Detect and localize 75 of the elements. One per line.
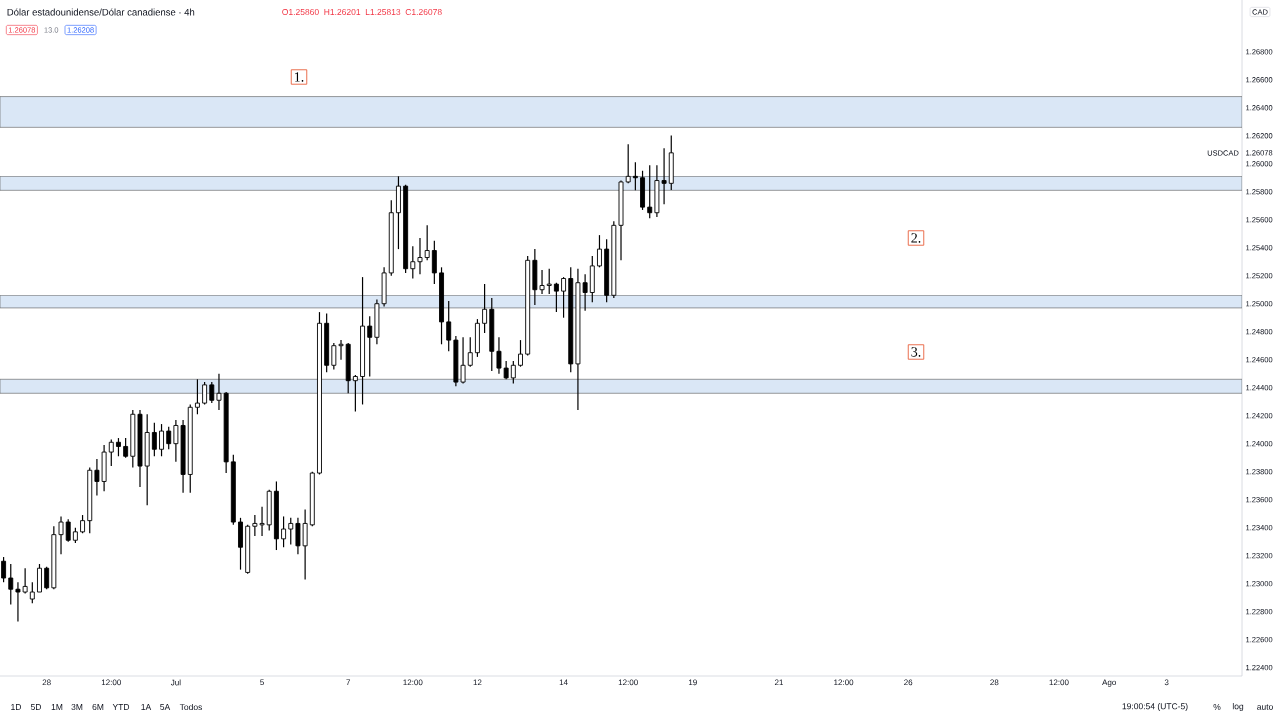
x-tick-label: 12:00 <box>618 679 638 686</box>
text: % <box>1213 704 1221 710</box>
candlestick <box>553 282 559 313</box>
text: 3M <box>71 703 83 710</box>
candlestick <box>424 224 430 261</box>
x-tick-label: 12:00 <box>101 679 121 686</box>
annotation: L1.25813 <box>365 8 401 15</box>
annotation: 2. <box>911 233 921 243</box>
text: 5A <box>160 704 171 710</box>
annotation: 3. <box>911 347 921 357</box>
text: 19:00:54 (UTC-5) <box>1122 703 1188 711</box>
candlestick <box>80 514 86 534</box>
text: log <box>1232 703 1244 711</box>
text: 6M <box>92 703 104 710</box>
candlestick <box>288 517 294 546</box>
x-tick-label: 14 <box>559 679 568 686</box>
candlestick <box>482 283 488 334</box>
candlestick <box>338 339 344 361</box>
x-tick-label: 26 <box>904 679 913 686</box>
x-tick-label: 12:00 <box>834 679 854 686</box>
annotation: O1.25860 <box>282 8 319 15</box>
candlestick <box>367 315 373 378</box>
candlestick <box>331 342 337 371</box>
annotation: C1.26078 <box>405 8 442 15</box>
x-tick-label: 12:00 <box>1049 679 1069 686</box>
candlestick <box>467 336 473 368</box>
x-tick-label: 28 <box>42 679 51 686</box>
candlestick <box>625 143 631 184</box>
candlestick <box>518 339 523 368</box>
candlestick <box>561 276 567 319</box>
candlestick <box>108 438 114 467</box>
candlestick <box>194 378 200 415</box>
candlestick <box>29 581 35 604</box>
candlestick <box>37 563 42 593</box>
candlestick <box>151 422 157 457</box>
candlestick <box>44 566 50 590</box>
text: 1D <box>11 704 22 710</box>
text: auto <box>1257 704 1273 710</box>
candlestick <box>1 556 7 583</box>
candlestick <box>410 245 416 280</box>
text: 5D <box>30 704 42 710</box>
text: Dólar estadounidense/Dólar canadiense · 4h <box>7 8 195 16</box>
text: 1M <box>51 704 63 710</box>
candlestick <box>159 423 164 457</box>
candlestick <box>647 164 653 219</box>
candlestick <box>116 437 121 457</box>
candlestick <box>123 437 129 459</box>
annotation: 1. <box>294 72 304 82</box>
x-tick-label: 3 <box>1164 679 1169 686</box>
candlestick <box>431 240 437 285</box>
candlestick <box>632 161 638 191</box>
annotation: H1.26201 <box>324 8 361 15</box>
candlestick <box>352 374 358 413</box>
text: 1A <box>141 704 152 710</box>
text: Todos <box>179 703 203 711</box>
candlestick <box>8 563 14 606</box>
x-tick-label: Jul <box>170 679 181 686</box>
candlestick <box>597 234 602 268</box>
candlestick <box>209 381 215 404</box>
text: YTD <box>112 704 130 710</box>
candlestick <box>166 426 172 450</box>
x-tick-label: 12 <box>473 679 482 686</box>
x-tick-label: 12:00 <box>403 679 423 686</box>
x-tick-label: 19 <box>688 679 697 686</box>
x-tick-label: 7 <box>346 679 351 686</box>
x-tick-label: Ago <box>1102 679 1116 687</box>
x-tick-label: 5 <box>260 679 264 686</box>
candlestick <box>510 360 516 385</box>
x-tick-label: 21 <box>774 679 784 686</box>
candlestick <box>446 300 452 352</box>
candlestick <box>546 268 552 295</box>
candlestick <box>65 518 71 543</box>
candlestick <box>417 237 423 275</box>
x-tick-label: 28 <box>990 679 999 686</box>
candlestick <box>281 515 287 548</box>
